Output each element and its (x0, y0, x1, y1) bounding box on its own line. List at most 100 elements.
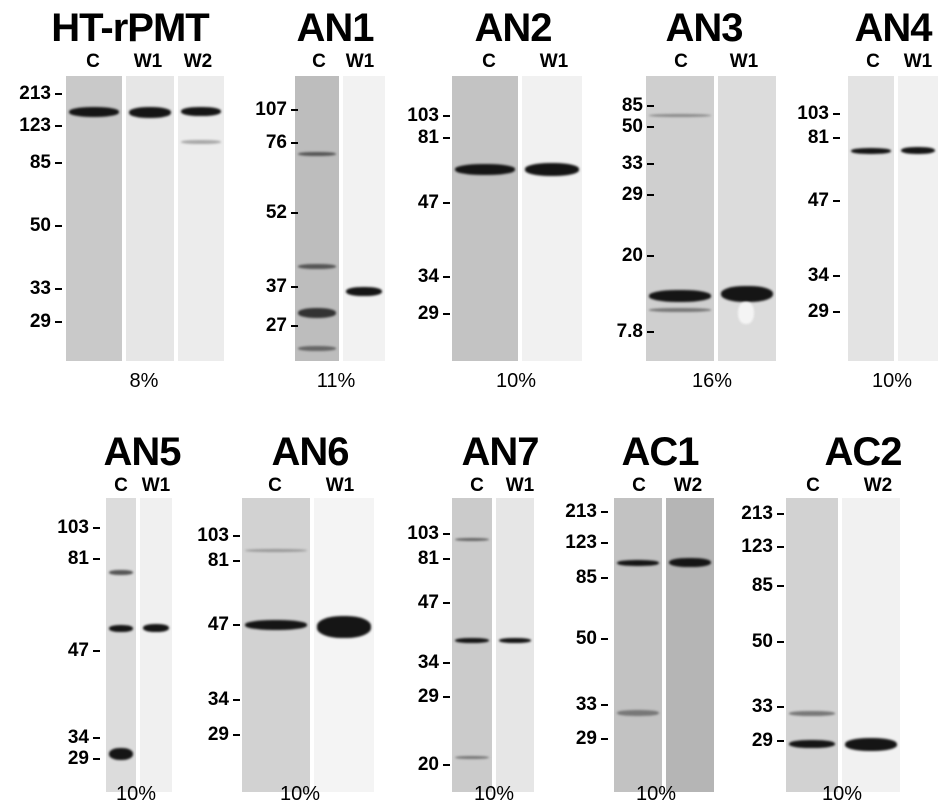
panel-ac1: AC1 C W2 213 123 85 50 33 29 10% (550, 420, 720, 808)
mw-marker: 27 (266, 316, 298, 335)
gel-percentage: 10% (871, 370, 913, 392)
protein-band (455, 538, 489, 541)
lane-label: C (866, 51, 880, 72)
protein-band (649, 308, 711, 312)
protein-band (617, 710, 659, 716)
gel-lane (295, 76, 339, 361)
mw-marker: 29 (418, 687, 450, 706)
protein-band (455, 638, 489, 643)
protein-band (455, 164, 515, 175)
mw-marker: 20 (418, 755, 450, 774)
mw-marker: 29 (808, 302, 840, 321)
mw-marker: 34 (68, 728, 100, 747)
gel-lane (898, 76, 938, 361)
gel-lane (452, 498, 492, 792)
mw-marker: 103 (407, 524, 450, 543)
panel-an7: AN7 C W1 103 81 47 34 29 20 10% (390, 420, 550, 808)
lane-label: C (470, 475, 484, 496)
mw-marker: 47 (68, 641, 100, 660)
mw-marker: 52 (266, 203, 298, 222)
mw-marker: 123 (19, 116, 62, 135)
lane-label: W1 (133, 51, 163, 72)
mw-marker: 29 (418, 304, 450, 323)
gel-percentage: 10% (495, 370, 537, 392)
protein-band (143, 624, 169, 632)
panel-an1: AN1 C W1 107 76 52 37 27 11% (240, 0, 390, 400)
lane-label: C (114, 475, 128, 496)
lane-label: C (86, 51, 100, 72)
mw-marker: 29 (576, 729, 608, 748)
protein-band (617, 560, 659, 566)
mw-marker: 34 (418, 267, 450, 286)
gel-percentage: 10% (115, 783, 157, 805)
gel-lane (646, 76, 714, 361)
protein-band (499, 638, 531, 643)
panel-an5: AN5 C W1 103 81 47 34 29 10% (0, 420, 190, 808)
gel-percentage: 10% (821, 783, 863, 805)
gel-lane (614, 498, 662, 792)
protein-band (738, 302, 754, 324)
protein-band (845, 738, 897, 751)
lane-label: C (268, 475, 282, 496)
panel-ht-rpmt: HT-rPMT C W1 W2 213 123 85 50 33 29 8% (0, 0, 240, 400)
panel-an4: AN4 C W1 103 81 47 34 29 10% (786, 0, 946, 400)
mw-marker: 103 (407, 106, 450, 125)
panel-title: AN4 (854, 6, 932, 50)
protein-band (901, 147, 935, 154)
mw-marker: 213 (565, 502, 608, 521)
mw-marker: 34 (808, 266, 840, 285)
protein-band (649, 114, 711, 117)
mw-marker: 85 (752, 576, 784, 595)
lane-label: W1 (325, 475, 355, 496)
gel-lane (314, 498, 374, 792)
mw-marker: 213 (741, 504, 784, 523)
gel-percentage: 10% (635, 783, 677, 805)
mw-marker: 50 (30, 216, 62, 235)
panel-title: AN5 (103, 430, 181, 474)
protein-band (721, 286, 773, 302)
protein-band (298, 264, 336, 269)
mw-marker: 103 (797, 104, 840, 123)
mw-marker: 29 (68, 749, 100, 768)
protein-band (181, 107, 221, 116)
mw-marker: 29 (30, 312, 62, 331)
panel-title: AN7 (461, 430, 539, 474)
gel-lane (666, 498, 714, 792)
panel-an3: AN3 C W1 85 50 33 29 20 7.8 16% (586, 0, 786, 400)
mw-marker: 33 (576, 695, 608, 714)
protein-band (525, 163, 579, 176)
protein-band (109, 625, 133, 632)
mw-marker: 81 (68, 549, 100, 568)
lane-label: W2 (673, 475, 703, 496)
protein-band (129, 107, 171, 118)
mw-marker: 103 (57, 518, 100, 537)
protein-band (455, 756, 489, 759)
mw-marker: 47 (418, 593, 450, 612)
mw-marker: 81 (808, 128, 840, 147)
lane-label: C (482, 51, 496, 72)
mw-marker: 29 (752, 731, 784, 750)
mw-marker: 50 (752, 632, 784, 651)
lane-label: W1 (903, 51, 933, 72)
mw-marker: 29 (208, 725, 240, 744)
lane-label: W1 (729, 51, 759, 72)
mw-marker: 37 (266, 277, 298, 296)
mw-marker: 29 (622, 185, 654, 204)
lane-label: W2 (183, 51, 213, 72)
protein-band (298, 308, 336, 318)
lane-label: C (632, 475, 646, 496)
gel-percentage: 11% (316, 370, 356, 392)
protein-band (69, 107, 119, 117)
protein-band (789, 740, 835, 748)
mw-marker: 81 (208, 551, 240, 570)
gel-lane (66, 76, 122, 361)
gel-lane (126, 76, 174, 361)
panel-title: HT-rPMT (51, 6, 209, 50)
mw-marker: 107 (255, 100, 298, 119)
lane-label: C (674, 51, 688, 72)
mw-marker: 47 (208, 615, 240, 634)
lane-label: C (806, 475, 820, 496)
gel-lane (718, 76, 776, 361)
protein-band (669, 558, 711, 567)
mw-marker: 7.8 (617, 322, 654, 341)
